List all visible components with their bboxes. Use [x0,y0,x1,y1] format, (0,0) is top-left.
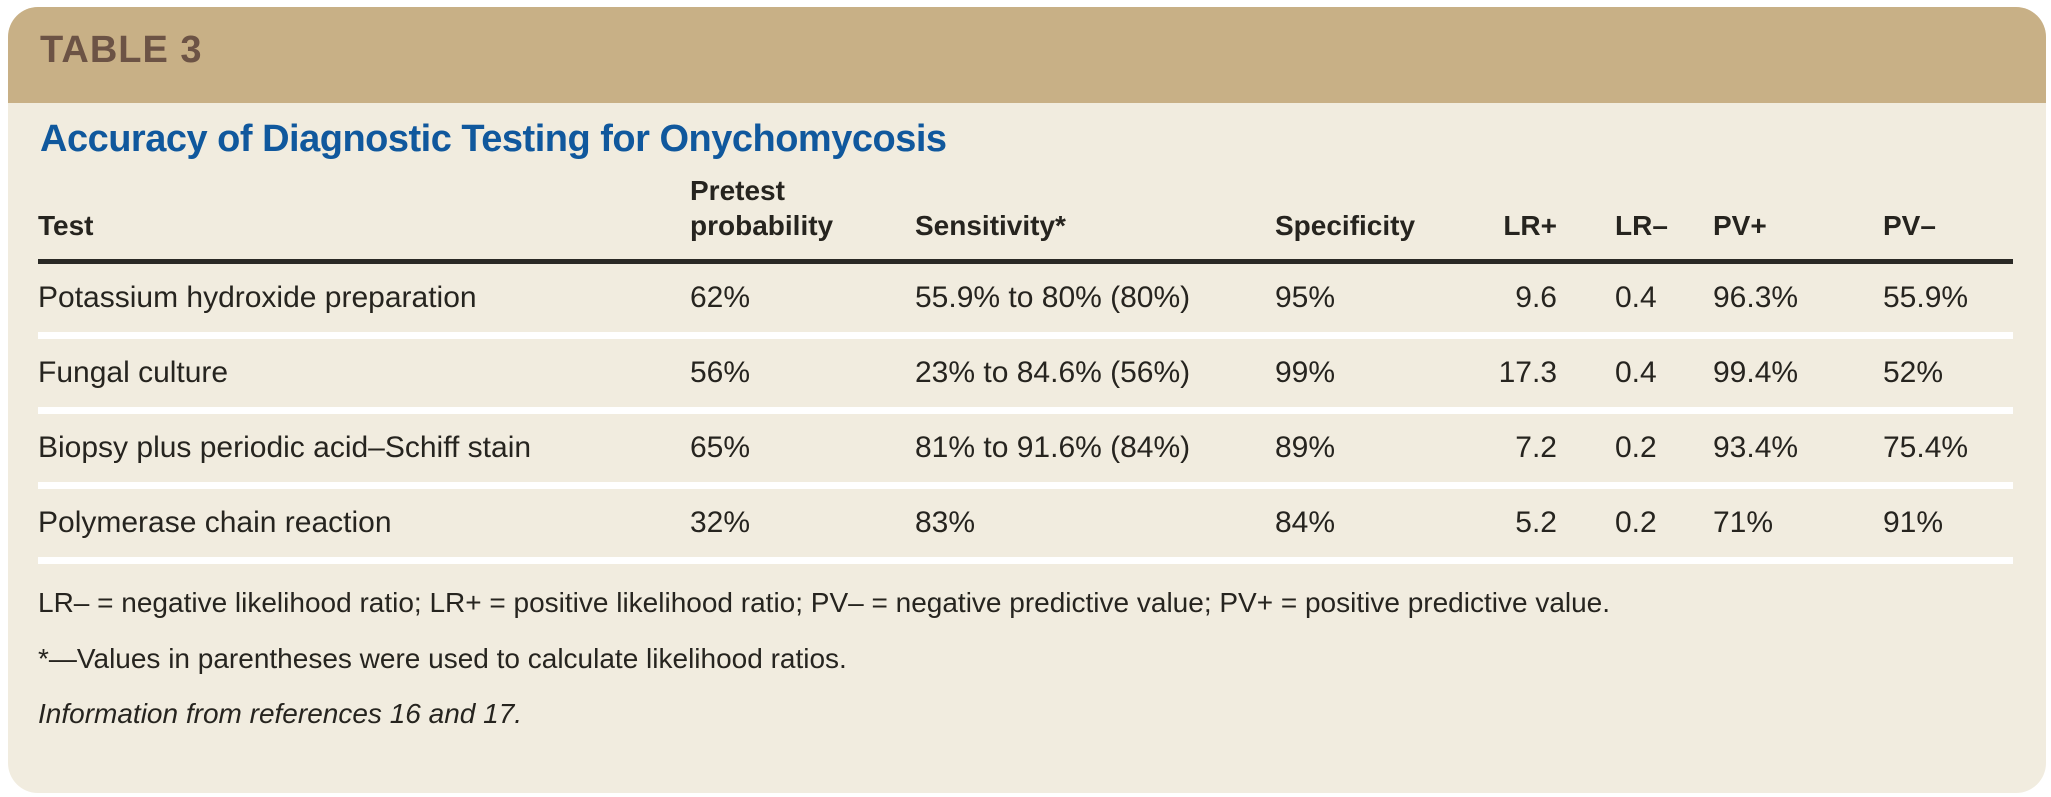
cell-sensitivity: 23% to 84.6% (56%) [915,335,1275,414]
table-row: Fungal culture 56% 23% to 84.6% (56%) 99… [38,335,2013,414]
column-header-specificity: Specificity [1275,173,1491,264]
table-body-area: Accuracy of Diagnostic Testing for Onych… [8,103,2046,731]
column-header-lr-plus: LR+ [1491,173,1615,264]
cell-lr-plus: 9.6 [1491,261,1615,339]
cell-pv-plus: 99.4% [1713,335,1883,414]
table-number-label: TABLE 3 [40,29,203,71]
cell-pretest: 32% [690,485,915,564]
table-title: Accuracy of Diagnostic Testing for Onych… [40,118,947,160]
cell-test: Polymerase chain reaction [38,485,690,564]
footnote-source: Information from references 16 and 17. [38,698,523,730]
footnote-asterisk: *—Values in parentheses were used to cal… [38,642,847,674]
cell-test: Fungal culture [38,335,690,414]
cell-pv-plus: 96.3% [1713,261,1883,339]
cell-test: Biopsy plus periodic acid–Schiff stain [38,410,690,489]
cell-specificity: 95% [1275,261,1491,339]
cell-lr-plus: 17.3 [1491,335,1615,414]
cell-lr-minus: 0.2 [1615,410,1713,489]
table-row: Biopsy plus periodic acid–Schiff stain 6… [38,410,2013,489]
cell-pretest: 56% [690,335,915,414]
header-row: Test Pretest probability Sensitivity* Sp… [38,173,2013,264]
cell-sensitivity: 81% to 91.6% (84%) [915,410,1275,489]
cell-sensitivity: 83% [915,485,1275,564]
cell-lr-minus: 0.2 [1615,485,1713,564]
cell-pv-minus: 75.4% [1883,410,2013,489]
cell-specificity: 89% [1275,410,1491,489]
cell-pretest: 65% [690,410,915,489]
column-header-sensitivity: Sensitivity* [915,173,1275,264]
column-header-pretest-probability: Pretest probability [690,173,915,264]
table-row: Polymerase chain reaction 32% 83% 84% 5.… [38,485,2013,564]
cell-pv-minus: 55.9% [1883,261,2013,339]
cell-lr-plus: 5.2 [1491,485,1615,564]
cell-lr-minus: 0.4 [1615,261,1713,339]
table-header-band: TABLE 3 [8,7,2046,103]
cell-lr-minus: 0.4 [1615,335,1713,414]
cell-specificity: 84% [1275,485,1491,564]
table-card: TABLE 3 Accuracy of Diagnostic Testing f… [8,7,2046,793]
cell-pv-minus: 52% [1883,335,2013,414]
cell-pretest: 62% [690,261,915,339]
cell-pv-plus: 71% [1713,485,1883,564]
cell-lr-plus: 7.2 [1491,410,1615,489]
footnotes: LR– = negative likelihood ratio; LR+ = p… [38,586,2016,731]
column-header-test: Test [38,173,690,264]
column-header-lr-minus: LR– [1615,173,1713,264]
cell-sensitivity: 55.9% to 80% (80%) [915,261,1275,339]
column-header-pv-minus: PV– [1883,173,2013,264]
cell-test: Potassium hydroxide preparation [38,261,690,339]
cell-pv-plus: 93.4% [1713,410,1883,489]
footnote-abbreviations: LR– = negative likelihood ratio; LR+ = p… [38,587,1611,618]
diagnostic-accuracy-table: Test Pretest probability Sensitivity* Sp… [38,173,2013,564]
cell-specificity: 99% [1275,335,1491,414]
cell-pv-minus: 91% [1883,485,2013,564]
column-header-pv-plus: PV+ [1713,173,1883,264]
table-row: Potassium hydroxide preparation 62% 55.9… [38,261,2013,339]
